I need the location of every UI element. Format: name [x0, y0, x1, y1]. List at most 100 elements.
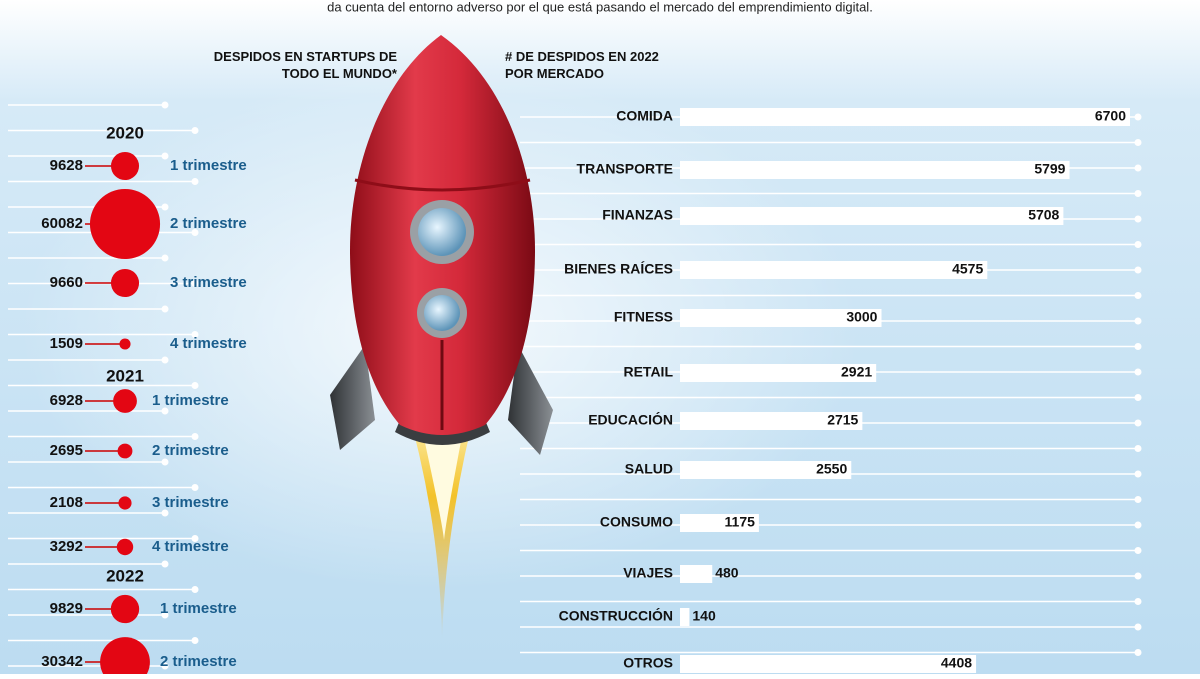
circuit-dot — [191, 433, 199, 440]
value-label: 6700 — [1095, 108, 1126, 124]
value-label: 3292 — [50, 538, 83, 555]
value-label: 30342 — [41, 653, 83, 670]
circuit-dot — [161, 305, 169, 313]
value-label: 1509 — [50, 335, 83, 352]
circuit-dot — [191, 127, 199, 134]
circuit-dot — [191, 586, 199, 593]
chart-title: DESPIDOS EN STARTUPS DE TODO EL MUNDO* — [214, 49, 398, 81]
chart-title: # DE DESPIDOS EN 2022 POR MERCADO — [505, 49, 659, 81]
circuit-dot — [161, 254, 169, 262]
bar — [680, 364, 877, 382]
category-label: 4 trimestre — [152, 538, 229, 555]
bubble — [116, 538, 134, 556]
circuit-dot — [191, 331, 199, 338]
bar — [680, 412, 863, 430]
circuit-dot — [1134, 496, 1142, 503]
bubble — [110, 594, 140, 624]
value-label: 2715 — [827, 412, 858, 428]
circuit-dot — [1134, 266, 1142, 274]
circuit-dot — [1134, 419, 1142, 427]
circuit-dot — [1134, 164, 1142, 172]
circuit-dot — [161, 560, 169, 568]
bubble — [100, 637, 150, 679]
value-label: 3000 — [846, 309, 877, 325]
bubble — [110, 151, 140, 181]
bar — [680, 309, 882, 327]
category-label: 4 trimestre — [170, 335, 247, 352]
circuit-dot — [161, 101, 169, 109]
circuit-dot — [191, 484, 199, 491]
value-label: 2550 — [816, 461, 847, 477]
circuit-dot — [161, 611, 169, 619]
category-label: CONSTRUCCIÓN — [559, 607, 673, 624]
circuit-dot — [161, 509, 169, 517]
circuit-dot — [1134, 470, 1142, 478]
category-label: 2 trimestre — [152, 442, 229, 459]
category-label: OTROS — [623, 655, 673, 671]
bubble — [119, 338, 131, 350]
circuit-dot — [1134, 317, 1142, 325]
rocket — [330, 35, 553, 640]
circuit-dot — [1134, 215, 1142, 223]
circuit-dot — [161, 407, 169, 415]
category-label: EDUCACIÓN — [588, 411, 673, 428]
category-label: 2 trimestre — [160, 653, 237, 670]
circuit-dot — [1134, 572, 1142, 580]
category-label: 1 trimestre — [160, 600, 237, 617]
value-label: 5799 — [1034, 161, 1065, 177]
category-label: RETAIL — [623, 364, 673, 380]
bubble — [117, 443, 133, 459]
intro: da cuenta del entorno adverso por el que… — [327, 0, 873, 14]
circuit-dot — [161, 152, 169, 160]
value-label: 2108 — [50, 494, 83, 511]
bar — [680, 261, 988, 279]
year-label: 2020 — [106, 123, 144, 142]
value-label: 480 — [715, 565, 739, 581]
circuit-dot — [1134, 394, 1142, 401]
value-label: 6928 — [50, 392, 83, 409]
circuit-dot — [1134, 292, 1142, 299]
circuit-dot — [1134, 623, 1142, 631]
bar — [680, 461, 852, 479]
category-label: VIAJES — [623, 565, 673, 581]
circuit-dot — [1134, 343, 1142, 350]
circuit-dot — [1134, 190, 1142, 197]
circuit-dot — [191, 382, 199, 389]
circuit-dot — [1134, 241, 1142, 248]
category-label: CONSUMO — [600, 514, 673, 530]
circuit-dot — [191, 637, 199, 644]
category-label: FITNESS — [614, 309, 673, 325]
circuit-dot — [191, 178, 199, 185]
value-label: 2921 — [841, 364, 872, 380]
category-label: 2 trimestre — [170, 215, 247, 232]
bubble — [110, 268, 140, 298]
year-label: 2022 — [106, 566, 144, 585]
category-label: 3 trimestre — [152, 494, 229, 511]
circuit-dot — [161, 458, 169, 466]
category-label: BIENES RAÍCES — [564, 261, 673, 277]
circuit-dot — [1134, 368, 1142, 376]
bubble — [113, 389, 137, 413]
value-label: 4408 — [941, 655, 972, 671]
category-label: FINANZAS — [602, 207, 673, 223]
circuit-dot — [161, 662, 169, 670]
category-label: COMIDA — [616, 108, 673, 124]
bubble — [89, 188, 161, 260]
bar — [680, 108, 1130, 126]
bar — [680, 207, 1064, 225]
circuit-dot — [161, 356, 169, 364]
category-label: SALUD — [625, 461, 673, 477]
circuit-dot — [191, 535, 199, 542]
value-label: 1175 — [725, 514, 756, 530]
value-label: 9829 — [50, 600, 83, 617]
value-label: 9660 — [50, 274, 83, 291]
value-label: 4575 — [952, 261, 983, 277]
circuit-dot — [191, 229, 199, 236]
bar — [680, 608, 690, 626]
value-label: 2695 — [50, 442, 83, 459]
bubble — [118, 496, 132, 510]
bar — [680, 655, 977, 673]
value-label: 140 — [692, 608, 716, 624]
category-label: TRANSPORTE — [577, 161, 673, 177]
